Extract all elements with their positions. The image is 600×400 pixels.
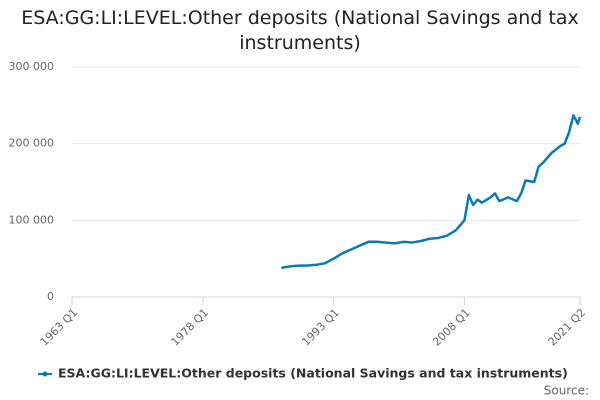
y-tick-label: 300 000 (9, 60, 55, 73)
y-tick-label: 0 (47, 290, 54, 303)
legend-label: ESA:GG:LI:LEVEL:Other deposits (National… (58, 366, 568, 381)
x-tick-label: 1993 Q1 (299, 306, 342, 349)
y-tick-label: 100 000 (9, 213, 55, 226)
legend-marker (42, 371, 48, 377)
source: Source: (544, 384, 589, 398)
x-tick-label: 1963 Q1 (38, 306, 81, 349)
chart-title: ESA:GG:LI:LEVEL:Other deposits (National… (21, 7, 579, 54)
y-tick-label: 200 000 (9, 137, 55, 150)
x-tick-label: 2008 Q1 (430, 306, 473, 349)
series-line (281, 114, 582, 270)
x-tick-label: 2021 Q2 (546, 306, 589, 349)
x-tick-label: 1978 Q1 (169, 306, 212, 349)
